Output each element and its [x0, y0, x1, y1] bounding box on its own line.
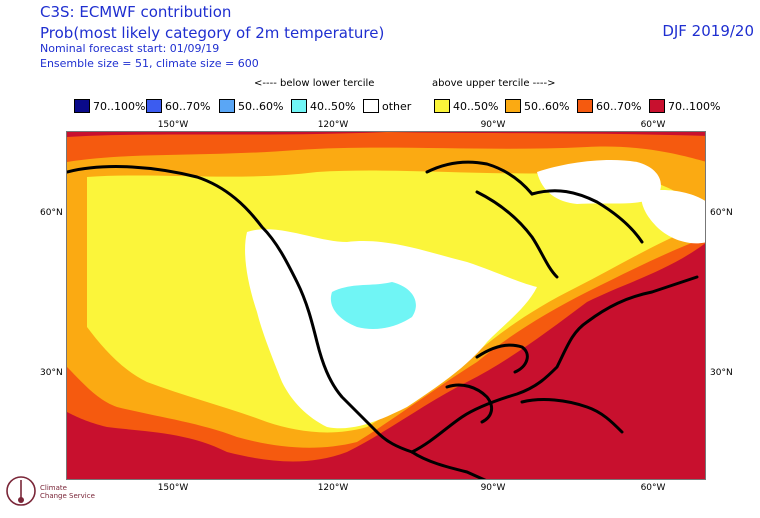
- legend-note-below: <---- below lower tercile: [254, 78, 375, 89]
- legend-item: 60..70%: [146, 98, 210, 114]
- legend-swatch: [434, 99, 450, 113]
- lon-tick-top: 120°W: [317, 120, 349, 130]
- chart-subtitle: Prob(most likely category of 2m temperat…: [40, 24, 385, 42]
- legend-label: 50..60%: [524, 99, 570, 113]
- legend-label: 40..50%: [453, 99, 499, 113]
- logo-line2: Change Service: [40, 492, 95, 500]
- legend-swatch: [577, 99, 593, 113]
- legend-swatch: [219, 99, 235, 113]
- legend-item: 70..100%: [649, 98, 720, 114]
- lat-tick-left: 60°N: [40, 208, 63, 218]
- legend-swatch: [505, 99, 521, 113]
- lat-tick-right: 60°N: [710, 208, 733, 218]
- region-other: [245, 229, 537, 429]
- climate-service-logo-icon: [6, 476, 36, 506]
- season-label: DJF 2019/20: [662, 22, 754, 40]
- legend-item: 60..70%: [577, 98, 641, 114]
- legend-item: other: [363, 98, 411, 114]
- legend-item: 40..50%: [291, 98, 355, 114]
- legend-label: 50..60%: [238, 99, 284, 113]
- probability-map: [66, 131, 706, 480]
- forecast-start: Nominal forecast start: 01/09/19: [40, 42, 220, 55]
- legend-swatch: [291, 99, 307, 113]
- map-canvas: [67, 132, 705, 479]
- legend-label: 70..100%: [668, 99, 721, 113]
- legend-label: 70..100%: [93, 99, 146, 113]
- legend-swatch: [74, 99, 90, 113]
- region-other-east: [641, 190, 705, 244]
- coastlines: [67, 160, 699, 479]
- legend-item: 50..60%: [505, 98, 569, 114]
- logo-line1: Climate: [40, 484, 67, 492]
- legend-item: 40..50%: [434, 98, 498, 114]
- legend-swatch: [649, 99, 665, 113]
- copernicus-logo: Climate Change Service: [4, 474, 124, 516]
- legend-item: 50..60%: [219, 98, 283, 114]
- lon-tick-top: 150°W: [157, 120, 189, 130]
- legend-label: 60..70%: [596, 99, 642, 113]
- legend-item: 70..100%: [74, 98, 145, 114]
- chart-title: C3S: ECMWF contribution: [40, 3, 232, 21]
- logo-text: Climate Change Service: [40, 484, 95, 500]
- lon-tick-bottom: 90°W: [480, 483, 506, 493]
- lon-tick-top: 60°W: [640, 120, 666, 130]
- lon-tick-bottom: 150°W: [157, 483, 189, 493]
- lon-tick-bottom: 120°W: [317, 483, 349, 493]
- lat-tick-right: 30°N: [710, 368, 733, 378]
- lon-tick-bottom: 60°W: [640, 483, 666, 493]
- lon-tick-top: 90°W: [480, 120, 506, 130]
- legend-label: 60..70%: [165, 99, 211, 113]
- legend-swatch: [363, 99, 379, 113]
- region-below-40-50: [330, 282, 416, 329]
- legend-swatch: [146, 99, 162, 113]
- ensemble-size: Ensemble size = 51, climate size = 600: [40, 57, 259, 70]
- legend-label: 40..50%: [310, 99, 356, 113]
- lat-tick-left: 30°N: [40, 368, 63, 378]
- legend-note-above: above upper tercile ---->: [432, 78, 556, 89]
- legend: 70..100% 60..70% 50..60% 40..50% other 4…: [74, 98, 734, 114]
- legend-label: other: [382, 99, 412, 113]
